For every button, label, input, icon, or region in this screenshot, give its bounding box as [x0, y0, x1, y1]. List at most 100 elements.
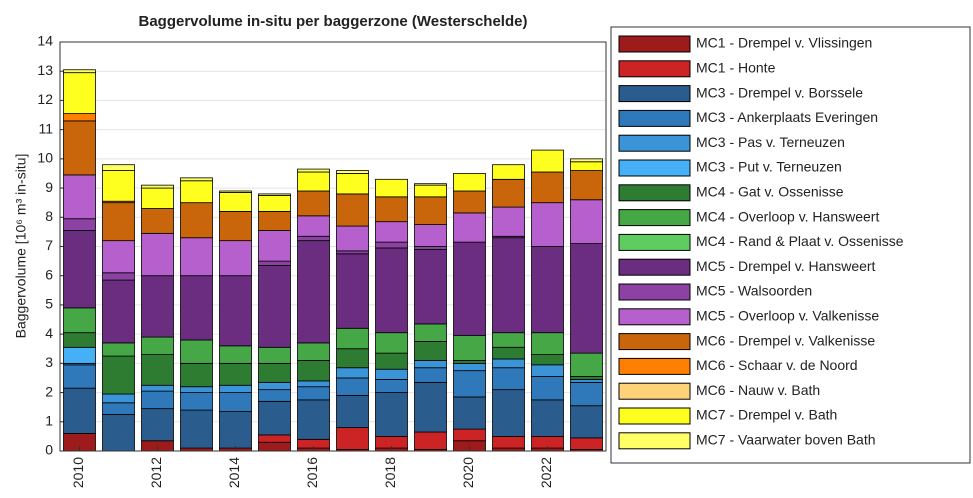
legend-label: MC5 - Overloop v. Valkenisse	[696, 308, 879, 324]
bar-segment	[492, 389, 525, 437]
y-tick-label: 6	[45, 266, 53, 282]
bar-segment	[258, 346, 291, 364]
y-tick-label: 9	[45, 179, 53, 195]
bar-segment	[531, 149, 564, 173]
bar-segment	[63, 120, 96, 176]
legend-swatch	[618, 184, 691, 202]
legend-swatch	[618, 85, 691, 103]
bar-segment	[219, 345, 252, 364]
bar-segment	[570, 199, 603, 244]
bar-segment	[219, 384, 252, 393]
bar-segment	[297, 240, 330, 344]
bar-segment	[297, 380, 330, 388]
bar-segment	[453, 362, 486, 372]
bar-segment	[531, 364, 564, 377]
bar-segment	[453, 335, 486, 361]
bar-segment	[141, 408, 174, 442]
legend-label: MC4 - Rand & Plaat v. Ossenisse	[696, 233, 904, 249]
bar-segment	[570, 161, 603, 171]
bar-segment	[453, 212, 486, 243]
legend-swatch	[618, 159, 691, 177]
y-tick-label: 5	[45, 296, 53, 312]
y-tick-label: 2	[45, 383, 53, 399]
bar-segment	[375, 196, 408, 223]
bar-segment	[492, 435, 525, 449]
chart-title: Baggervolume in-situ per baggerzone (Wes…	[139, 13, 528, 30]
bar-segment	[102, 393, 135, 404]
bar-segment	[63, 387, 96, 434]
legend-label: MC4 - Overloop v. Hansweert	[696, 208, 879, 224]
bar-segment	[297, 190, 330, 217]
y-axis-label: Baggervolume [10⁶ m³ in-situ]	[13, 154, 29, 339]
bar-segment	[492, 206, 525, 237]
legend-swatch	[618, 35, 691, 53]
bar-segment	[492, 164, 525, 180]
bar-segment	[180, 362, 213, 388]
bar-segment	[336, 348, 369, 369]
x-tick-label: 2018	[382, 457, 398, 488]
legend-swatch	[618, 109, 691, 127]
y-tick-label: 14	[37, 33, 53, 49]
bar-segment	[258, 434, 291, 443]
bar-segment	[336, 170, 369, 174]
bar-segment	[297, 399, 330, 440]
bar-segment	[531, 376, 564, 401]
bar-segment	[258, 194, 291, 212]
bar-segment	[63, 332, 96, 348]
legend-swatch	[618, 258, 691, 276]
bar-segment	[102, 240, 135, 274]
bar-segment	[492, 367, 525, 391]
legend-label: MC6 - Nauw v. Bath	[696, 382, 820, 398]
bar-segment	[102, 342, 135, 357]
x-tick-label: 2016	[304, 457, 320, 488]
legend-swatch	[618, 60, 691, 78]
bar-segment	[141, 184, 174, 189]
bar-segment	[375, 178, 408, 198]
x-tick-label: 2010	[70, 457, 86, 488]
bar-segment	[297, 386, 330, 401]
bar-segment	[414, 246, 447, 250]
y-tick-label: 11	[38, 120, 53, 136]
y-tick-label: 7	[45, 237, 53, 253]
bar-segment	[141, 208, 174, 234]
bar-segment	[258, 211, 291, 231]
bar-segment	[336, 395, 369, 429]
bar-segment	[531, 399, 564, 437]
bar-segment	[453, 241, 486, 337]
bar-segment	[414, 431, 447, 450]
bar-segment	[414, 341, 447, 361]
bar-segment	[180, 177, 213, 182]
legend-label: MC3 - Put v. Terneuzen	[696, 159, 842, 175]
bar-segment	[180, 392, 213, 411]
legend-swatch	[618, 308, 691, 326]
bar-segment	[219, 240, 252, 277]
bar-segment	[219, 411, 252, 449]
bar-segment	[219, 362, 252, 386]
bar-segment	[258, 362, 291, 383]
bar-segment	[258, 381, 291, 391]
legend-swatch	[618, 233, 691, 251]
bar-segment	[141, 187, 174, 209]
bar-segment	[219, 211, 252, 242]
bar-segment	[297, 168, 330, 173]
bar-segment	[570, 170, 603, 201]
bar-segment	[492, 237, 525, 334]
bar-segment	[102, 170, 135, 202]
bar-segment	[258, 193, 291, 196]
bar-segment	[336, 367, 369, 379]
bar-segment	[570, 437, 603, 450]
legend-label: MC7 - Drempel v. Bath	[696, 407, 837, 423]
y-tick-label: 10	[37, 150, 53, 166]
legend-label: MC1 - Drempel v. Vlissingen	[696, 35, 872, 51]
bar-segment	[375, 332, 408, 354]
bar-segment	[180, 237, 213, 277]
bar-segment	[336, 327, 369, 350]
y-tick-label: 8	[45, 208, 53, 224]
bar-segment	[219, 275, 252, 347]
legend-swatch	[618, 209, 691, 227]
bar-segment	[453, 396, 486, 430]
legend-label: MC5 - Drempel v. Hansweert	[696, 258, 876, 274]
bar-segment	[414, 381, 447, 433]
bar-segment	[141, 390, 174, 410]
